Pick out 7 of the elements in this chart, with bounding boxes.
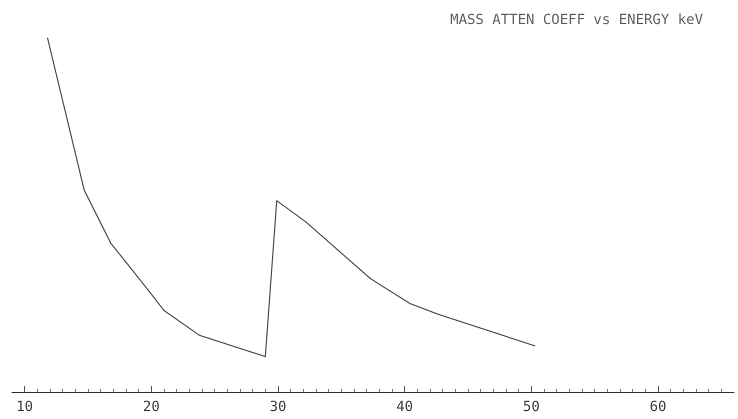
x-tick-label: 50 xyxy=(522,399,540,415)
x-tick-label: 30 xyxy=(270,399,286,415)
x-tick-label: 40 xyxy=(396,399,414,415)
x-tick-label: 20 xyxy=(142,399,160,415)
x-tick-label: 10 xyxy=(16,399,34,415)
x-tick-label: 60 xyxy=(650,399,666,415)
chart-title: MASS ATTEN COEFF vs ENERGY keV xyxy=(450,12,704,28)
